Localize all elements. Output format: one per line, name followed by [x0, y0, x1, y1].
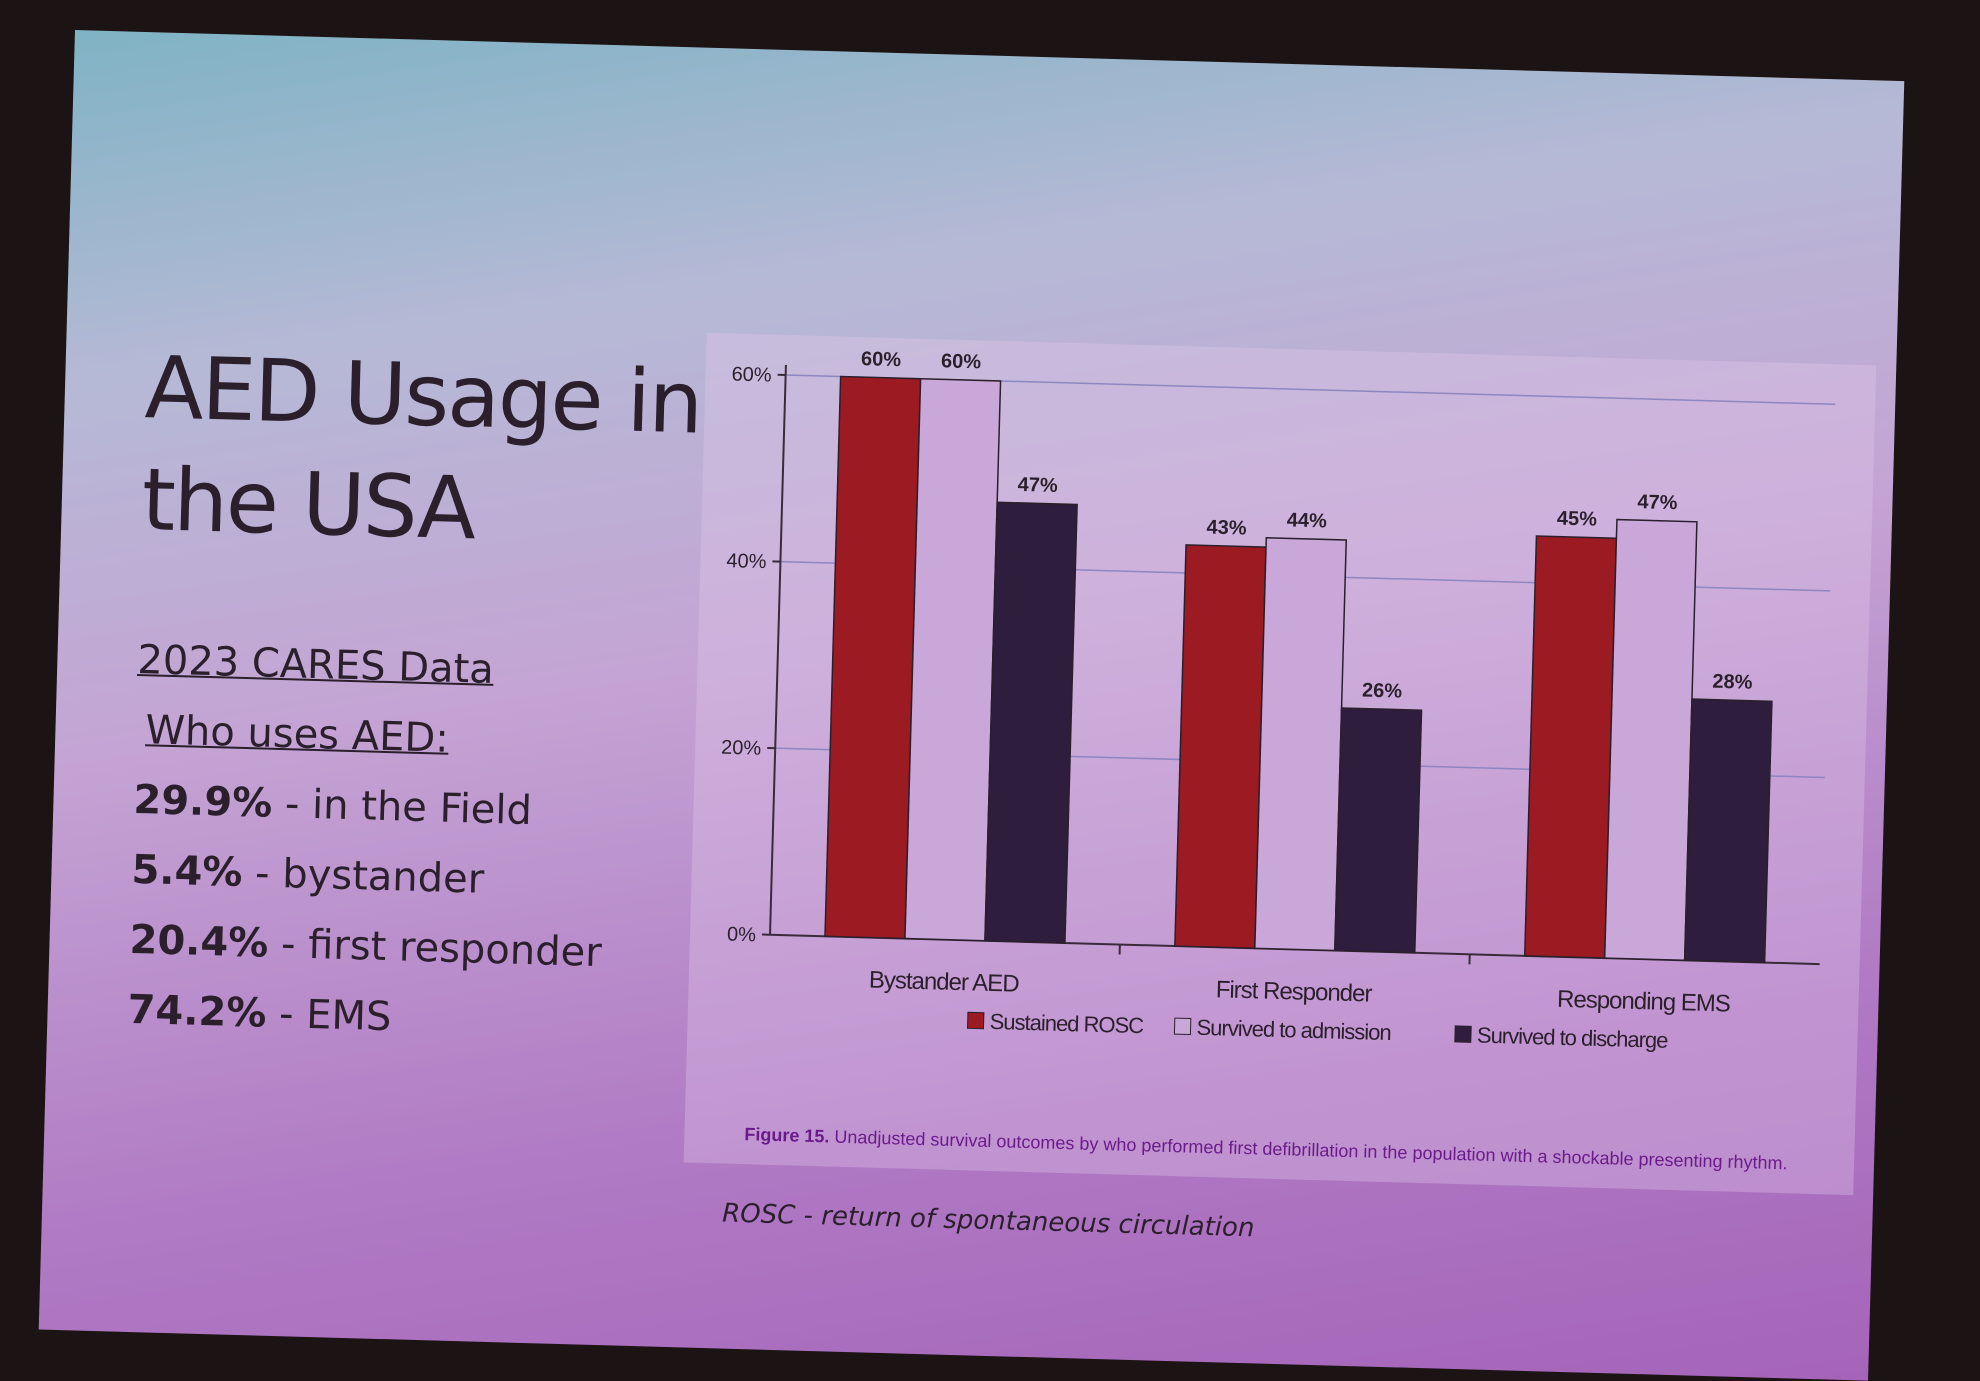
y-tick-label: 40% — [726, 550, 767, 573]
subtitle-who: Who uses AED: — [145, 707, 450, 761]
data-label: 28% — [1712, 671, 1753, 694]
title-line-1: AED Usage in — [143, 332, 702, 459]
stat-label: - bystander — [242, 850, 485, 903]
legend-swatch — [1455, 1026, 1471, 1042]
data-label: 26% — [1362, 680, 1403, 703]
bar — [1335, 708, 1422, 953]
data-label: 45% — [1557, 508, 1598, 531]
bar — [1175, 545, 1266, 948]
bar — [825, 377, 921, 939]
caption-label: Figure 15. — [744, 1124, 830, 1146]
data-label: 47% — [1637, 491, 1678, 514]
legend-swatch — [967, 1012, 983, 1028]
stat-value: 29.9% — [133, 777, 273, 827]
bar — [905, 379, 1001, 941]
stat-value: 20.4% — [129, 917, 269, 967]
y-tick-label: 20% — [721, 737, 762, 760]
bar — [1605, 520, 1697, 961]
rosc-note: ROSC - return of spontaneous circulation — [722, 1199, 1255, 1244]
stat-value: 74.2% — [127, 987, 267, 1037]
data-label: 43% — [1206, 516, 1247, 539]
x-tick-label: First Responder — [1215, 976, 1372, 1007]
stat-label: - first responder — [268, 921, 603, 976]
stat-label: - EMS — [266, 991, 392, 1040]
data-label: 44% — [1286, 509, 1327, 532]
stat-row: 5.4% - bystander — [131, 847, 485, 903]
data-label: 60% — [941, 350, 982, 373]
stat-value: 5.4% — [131, 847, 243, 896]
legend-label: Survived to discharge — [1477, 1023, 1669, 1053]
figure-panel: 0% 20% 40% 60% Bystander AED 60% 60% 47% First R… — [684, 333, 1877, 1195]
slide-title: AED Usage in the USA — [140, 332, 702, 571]
data-label: 47% — [1017, 474, 1058, 497]
legend-label: Survived to admission — [1196, 1015, 1391, 1045]
stat-row: 29.9% - in the Field — [133, 777, 533, 834]
title-line-2: the USA — [140, 444, 699, 571]
legend-label: Sustained ROSC — [989, 1009, 1144, 1038]
y-tick-label: 60% — [731, 363, 772, 386]
stat-row: 74.2% - EMS — [127, 987, 392, 1040]
bar — [1525, 536, 1617, 958]
slide: AED Usage in the USA 2023 CARES Data Who… — [39, 30, 1905, 1381]
x-tick-label: Bystander AED — [869, 967, 1020, 998]
stat-row: 20.4% - first responder — [129, 917, 602, 976]
x-tick-label: Responding EMS — [1557, 986, 1730, 1018]
y-tick-label: 0% — [727, 924, 757, 947]
stat-label: - in the Field — [272, 781, 533, 834]
data-label: 60% — [861, 348, 902, 371]
legend-swatch — [1174, 1018, 1190, 1034]
bar — [1255, 538, 1346, 951]
subtitle-cares: 2023 CARES Data — [137, 637, 495, 693]
bar-chart: 0% 20% 40% 60% Bystander AED 60% 60% 47% First R… — [685, 333, 1876, 1145]
y-axis — [770, 365, 786, 935]
bar — [1685, 699, 1772, 962]
bar — [985, 502, 1077, 943]
